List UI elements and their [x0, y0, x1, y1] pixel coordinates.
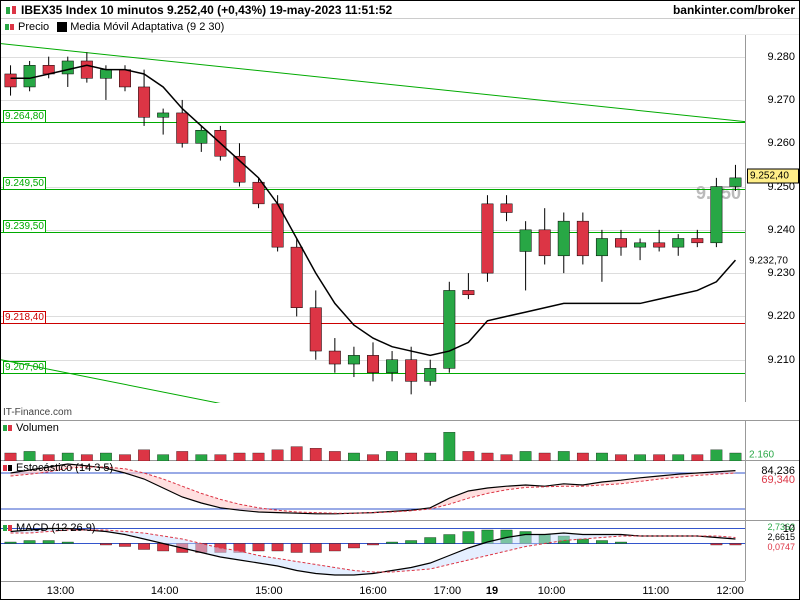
y-tick-label: 9.280 — [767, 51, 795, 63]
price-swatch-icon — [5, 22, 15, 32]
volume-panel[interactable]: Volumen 2.160 — [1, 421, 799, 461]
macd-signal-value: 0,0747 — [767, 542, 795, 552]
ma-price-marker: 9.232,70 — [747, 255, 799, 268]
macd-panel[interactable]: MACD (12 26 9) 2,73622,66150,074710 — [1, 521, 799, 581]
y-tick-label: 9.210 — [767, 354, 795, 366]
stochastic-panel[interactable]: Estocástico (14 3 5) 84,23669,340 — [1, 461, 799, 521]
x-tick-label: 14:00 — [151, 585, 179, 597]
x-tick-label: 17:00 — [434, 585, 462, 597]
x-tick-label: 13:00 — [47, 585, 75, 597]
x-tick-label: 16:00 — [359, 585, 387, 597]
current-price-marker: 9.252,40 — [747, 169, 799, 184]
price-panel[interactable]: 9.2509.264,809.249,509.239,509.218,409.2… — [1, 35, 799, 421]
x-tick-label: 12:00 — [716, 585, 744, 597]
legend-ma-label: Media Móvil Adaptativa (9 2 30) — [70, 21, 224, 33]
y-tick-label: 9.220 — [767, 310, 795, 322]
y-tick-label: 9.230 — [767, 267, 795, 279]
volume-swatch-icon — [3, 423, 13, 433]
y-tick-label: 9.240 — [767, 224, 795, 236]
macd-swatch-icon — [3, 523, 13, 533]
chart-header: IBEX35 Index 10 minutos 9.252,40 (+0,43%… — [1, 1, 799, 19]
chart-title: IBEX35 Index 10 minutos 9.252,40 (+0,43%… — [21, 3, 392, 17]
x-tick-label: 10:00 — [538, 585, 566, 597]
candlestick-icon — [5, 4, 17, 16]
stoch-title: Estocástico (14 3 5) — [16, 462, 113, 474]
stoch-d-value: 69,340 — [761, 474, 795, 486]
ma-swatch-icon — [57, 22, 67, 32]
volume-title: Volumen — [16, 422, 59, 434]
y-tick-label: 9.270 — [767, 94, 795, 106]
x-tick-label: 19 — [486, 585, 498, 597]
volume-value: 2.160 — [747, 449, 799, 462]
x-tick-label: 11:00 — [642, 585, 669, 597]
macd-title: MACD (12 26 9) — [16, 522, 95, 534]
attribution-label: IT-Finance.com — [3, 407, 72, 418]
legend-row-price: Precio Media Móvil Adaptativa (9 2 30) — [1, 19, 799, 35]
macd-tick: 10 — [783, 523, 795, 535]
stoch-swatch-icon — [3, 463, 13, 473]
x-tick-label: 15:00 — [255, 585, 283, 597]
legend-price-label: Precio — [18, 21, 49, 33]
y-tick-label: 9.260 — [767, 137, 795, 149]
brand-label: bankinter.com/broker — [673, 3, 795, 17]
